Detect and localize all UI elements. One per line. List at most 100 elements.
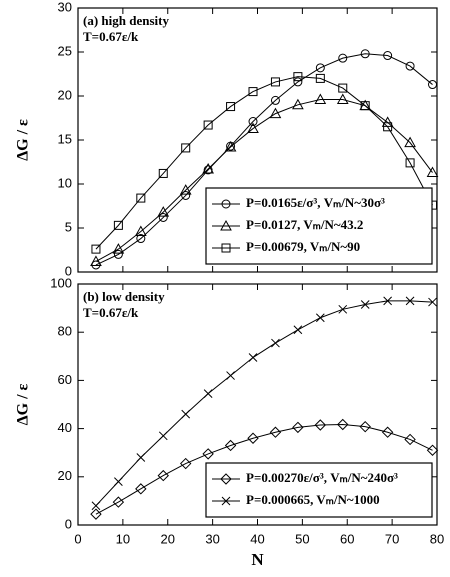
marker	[381, 426, 394, 438]
y-tick-label: 10	[58, 175, 72, 190]
marker	[179, 457, 192, 470]
marker	[270, 77, 280, 87]
y-tick-label: 20	[58, 468, 72, 483]
marker	[202, 448, 214, 460]
marker	[428, 297, 437, 307]
y-tick-label: 20	[58, 87, 72, 102]
series-line	[95, 424, 433, 515]
marker	[221, 199, 231, 209]
x-axis-label: N	[251, 550, 264, 569]
marker	[336, 93, 349, 105]
marker	[91, 501, 101, 511]
marker	[314, 419, 327, 431]
marker	[203, 389, 213, 399]
marker	[293, 72, 303, 82]
marker	[220, 473, 232, 485]
marker	[248, 87, 258, 97]
marker	[247, 432, 259, 444]
y-tick-label: 60	[58, 372, 72, 387]
annotation: (a) high density	[83, 13, 169, 28]
marker	[248, 117, 258, 127]
marker	[269, 426, 282, 438]
marker	[337, 418, 349, 431]
legend-label: P=0.0165ε/σ³, Vₘ/N~30σ³	[246, 195, 385, 210]
marker	[220, 219, 232, 231]
marker	[404, 136, 416, 148]
y-tick-label: 40	[58, 420, 72, 435]
marker	[90, 255, 102, 266]
annotation: T=0.67ε/k	[83, 305, 139, 320]
marker	[383, 296, 392, 306]
marker	[247, 122, 259, 134]
marker	[383, 122, 393, 132]
y-axis-label: ΔG / ε	[15, 119, 32, 161]
x-tick-label: 60	[340, 531, 354, 546]
marker	[360, 101, 370, 111]
x-tick-label: 30	[205, 531, 219, 546]
marker	[157, 469, 169, 482]
marker	[293, 325, 303, 335]
marker	[136, 453, 146, 462]
marker	[134, 225, 147, 237]
marker	[426, 166, 439, 178]
marker	[270, 95, 280, 105]
marker	[338, 304, 348, 314]
marker	[338, 83, 348, 93]
x-tick-label: 80	[430, 531, 444, 546]
annotation: (b) low density	[83, 289, 165, 304]
marker	[91, 244, 101, 254]
marker	[179, 184, 192, 195]
marker	[203, 165, 213, 175]
y-tick-label: 5	[65, 219, 72, 234]
legend-box	[205, 187, 433, 265]
series-line	[95, 76, 433, 250]
marker	[404, 433, 416, 446]
marker	[181, 409, 191, 419]
series-line	[95, 300, 433, 507]
marker	[248, 353, 258, 362]
marker	[314, 93, 327, 105]
marker	[226, 102, 236, 112]
marker	[360, 300, 370, 309]
marker	[293, 77, 303, 87]
marker	[226, 371, 235, 380]
y-tick-label: 80	[58, 324, 72, 339]
marker	[269, 107, 282, 119]
marker	[292, 421, 304, 434]
y-tick-label: 25	[58, 43, 72, 58]
marker	[271, 338, 280, 348]
marker	[221, 496, 231, 506]
legend-box	[205, 462, 433, 518]
x-tick-label: 40	[250, 531, 264, 546]
marker	[158, 168, 168, 178]
legend-label: P=0.00270ε/σ³, Vₘ/N~240σ³	[246, 470, 398, 485]
x-tick-label: 20	[161, 531, 175, 546]
legend-label: P=0.000665, Vₘ/N~1000	[246, 492, 380, 507]
annotation: T=0.67ε/k	[83, 29, 139, 44]
y-tick-label: 15	[58, 131, 72, 146]
legend-label: P=0.00679, Vₘ/N~90	[246, 239, 360, 254]
marker	[113, 220, 123, 230]
y-tick-label: 100	[50, 275, 72, 290]
marker	[224, 141, 237, 152]
marker	[135, 483, 147, 495]
marker	[90, 508, 102, 520]
x-tick-label: 70	[385, 531, 399, 546]
y-axis-label: ΔG / ε	[15, 383, 32, 425]
y-tick-label: 0	[65, 516, 72, 531]
marker	[292, 98, 304, 110]
marker	[114, 477, 123, 486]
marker	[202, 163, 214, 174]
marker	[136, 193, 146, 203]
marker	[112, 243, 125, 254]
series-line	[95, 53, 433, 266]
marker	[157, 206, 170, 217]
marker	[426, 444, 439, 456]
series-line	[95, 99, 433, 262]
y-tick-label: 30	[58, 0, 72, 14]
marker	[359, 420, 371, 433]
marker	[158, 431, 168, 441]
marker	[405, 61, 415, 71]
x-tick-label: 0	[74, 531, 81, 546]
